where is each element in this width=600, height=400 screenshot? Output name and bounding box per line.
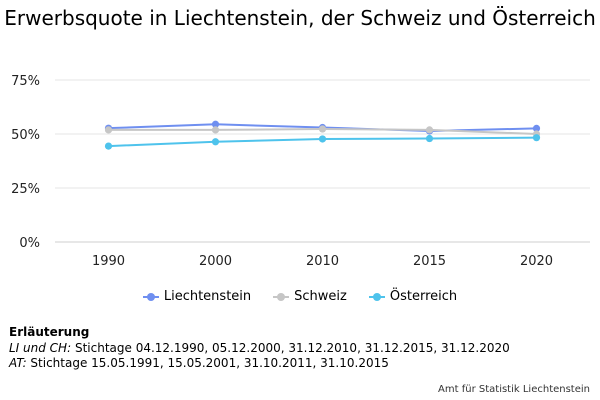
notes-line-at: AT: Stichtage 15.05.1991, 15.05.2001, 31… [9,356,510,372]
legend-marker-icon [368,291,385,303]
legend-label: Österreich [389,289,458,304]
chart-title: Erwerbsquote in Liechtenstein, der Schwe… [4,6,596,30]
y-tick-label: 50% [11,128,40,143]
legend-item-liechtenstein[interactable]: Liechtenstein [142,289,252,304]
y-tick-label: 0% [19,236,40,251]
data-point--sterreich [318,135,327,143]
data-point-schweiz [211,126,220,134]
notes-line-li-ch: LI und CH: Stichtage 04.12.1990, 05.12.2… [9,341,510,357]
line-chart: 0% 25% 50% 75% 1990 2000 2010 2015 2020 [11,74,590,269]
legend-item--sterreich[interactable]: Österreich [368,289,458,304]
data-point-liechtenstein [211,120,220,128]
data-point-liechtenstein [532,124,541,132]
data-point-schweiz [425,126,434,134]
x-tick-label: 2000 [199,254,232,269]
notes-line-li-ch-text: Stichtage 04.12.1990, 05.12.2000, 31.12.… [71,340,510,355]
notes-line-li-ch-prefix: LI und CH: [9,340,72,355]
legend-marker-icon [273,291,290,303]
legend-item-schweiz[interactable]: Schweiz [273,289,347,304]
x-tick-label: 2015 [413,254,446,269]
legend-label: Liechtenstein [163,289,252,304]
notes-line-at-prefix: AT: [9,356,27,370]
data-point--sterreich [211,138,220,146]
x-tick-label: 1990 [92,254,125,269]
x-tick-label: 2010 [306,254,339,269]
data-point--sterreich [425,134,434,143]
source-credit: Amt für Statistik Liechtenstein [438,384,590,395]
data-point-schweiz [318,125,327,133]
legend-label: Schweiz [294,289,347,304]
y-tick-label: 25% [11,182,40,197]
notes-line-at-text: Stichtage 15.05.1991, 15.05.2001, 31.10.… [26,356,389,370]
notes-heading: Erläuterung [9,325,90,339]
data-point-schweiz [104,126,113,134]
x-tick-label: 2020 [520,254,553,269]
data-point--sterreich [532,134,541,142]
y-tick-label: 75% [11,74,40,89]
legend-marker-icon [142,291,159,303]
data-point--sterreich [104,142,113,150]
chart-legend: Liechtenstein Schweiz Österreich [0,289,600,304]
explanation-notes: Erläuterung LI und CH: Stichtage 04.12.1… [9,325,510,372]
